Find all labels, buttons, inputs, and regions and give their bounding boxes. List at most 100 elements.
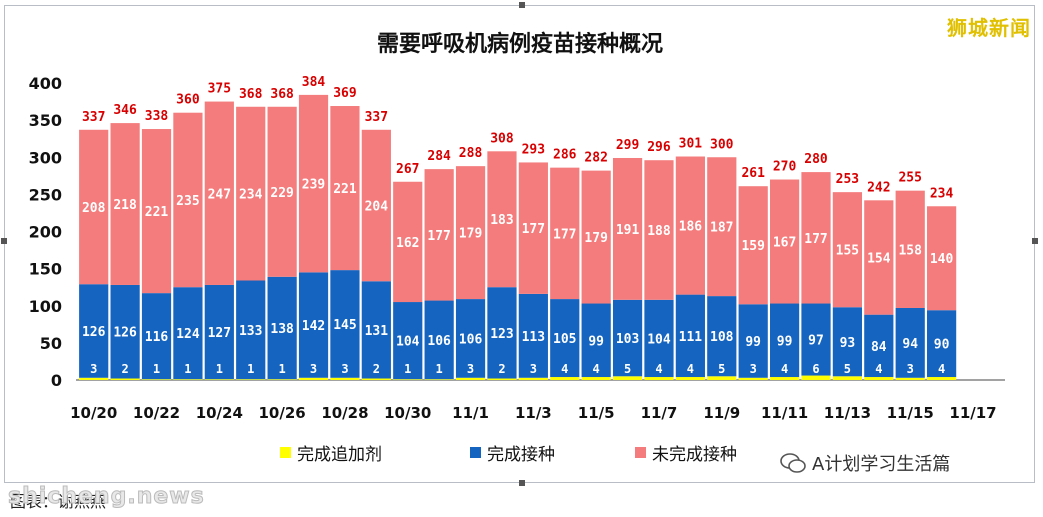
bar-segment: [801, 375, 831, 380]
bar-segment: [455, 377, 486, 380]
data-label-total: 384: [302, 75, 326, 90]
bar-segment: [550, 299, 580, 378]
bar-segment: [393, 302, 423, 380]
data-label-unvaccinated: 221: [145, 205, 169, 220]
bar-segment: [612, 376, 643, 380]
bar-segment: [707, 376, 737, 380]
bar-segment: [801, 303, 831, 376]
legend-swatch: [280, 447, 291, 458]
data-label-completed: 142: [302, 319, 325, 334]
data-label-unvaccinated: 158: [898, 243, 922, 258]
bar-stack: 3 113 177 293: [518, 142, 548, 380]
data-label-unvaccinated: 177: [522, 222, 545, 237]
x-tick-label: 11/7: [641, 404, 678, 422]
data-label-booster: 4: [655, 362, 662, 376]
bar-segment: [110, 284, 140, 379]
data-label-completed: 131: [365, 324, 389, 339]
data-label-booster: 4: [781, 362, 788, 376]
resize-handle-right[interactable]: [1032, 238, 1038, 244]
bar-segment: [487, 287, 517, 379]
bar-stack: 1 124 235 360: [173, 93, 203, 380]
data-label-unvaccinated: 162: [396, 236, 419, 251]
data-label-unvaccinated: 229: [270, 186, 293, 201]
bar-segment: [612, 299, 643, 377]
x-tick-label: 11/5: [578, 404, 615, 422]
site-watermark: shicheng.news: [8, 484, 205, 510]
bar-segment: [895, 377, 925, 380]
bar-segment: [581, 170, 611, 304]
data-label-booster: 4: [938, 362, 945, 376]
bar-segment: [298, 272, 329, 378]
bar-stack: 4 99 179 282: [581, 151, 611, 380]
data-label-total: 300: [710, 137, 734, 152]
bar-segment: [487, 151, 517, 288]
bar-segment: [267, 106, 297, 277]
bar-segment: [298, 94, 329, 273]
data-label-booster: 5: [624, 362, 631, 376]
bar-stack: 3 126 208 337: [79, 110, 109, 380]
bar-segment: [769, 377, 800, 380]
wechat-icon: [780, 453, 806, 473]
data-label-total: 253: [836, 172, 859, 187]
data-label-unvaccinated: 187: [710, 221, 733, 236]
bar-segment: [738, 377, 768, 380]
wechat-badge: A计划学习生活篇: [780, 450, 950, 476]
bar-segment: [864, 200, 894, 315]
data-label-unvaccinated: 140: [930, 252, 954, 267]
data-label-completed: 108: [710, 330, 734, 345]
data-label-total: 368: [270, 87, 294, 102]
data-label-unvaccinated: 204: [365, 200, 389, 215]
bar-segment: [110, 378, 140, 380]
data-label-completed: 99: [588, 334, 604, 349]
bar-stack: 1 116 221 338: [141, 109, 172, 380]
data-label-booster: 4: [593, 362, 600, 376]
bar-segment: [330, 106, 360, 271]
bar-segment: [801, 172, 831, 304]
data-label-booster: 4: [687, 362, 694, 376]
bar-segment: [675, 377, 705, 380]
bar-segment: [487, 378, 517, 380]
bar-segment: [236, 379, 266, 380]
data-label-completed: 106: [459, 332, 483, 347]
bar-segment: [79, 129, 109, 285]
bar-segment: [204, 101, 234, 285]
bar-segment: [141, 293, 172, 380]
chart-credit: 图表：谢燕燕: [10, 492, 107, 511]
bar-segment: [361, 129, 391, 282]
data-label-unvaccinated: 155: [836, 244, 859, 259]
data-label-booster: 1: [404, 362, 411, 376]
data-label-total: 255: [898, 171, 921, 186]
bar-segment: [675, 156, 705, 295]
bar-stack: 3 145 221 369: [330, 86, 360, 380]
x-tick-label: 10/30: [384, 404, 431, 422]
bar-segment: [204, 284, 234, 380]
legend-label: 未完成接种: [652, 445, 737, 465]
data-label-booster: 2: [121, 362, 128, 376]
bar-segment: [644, 160, 674, 300]
resize-handle-bottom[interactable]: [519, 480, 525, 486]
bar-stack: 5 93 155 253: [832, 172, 863, 380]
bar-segment: [832, 307, 863, 377]
bar-stack: 5 103 191 299: [612, 138, 643, 380]
bar-segment: [330, 377, 360, 380]
bar-segment: [738, 186, 768, 305]
bar-segment: [361, 378, 391, 380]
bar-stack: 1 106 177 284: [424, 149, 454, 380]
bar-stack: 4 90 140 234: [927, 186, 957, 380]
bar-stack: 4 99 167 270: [769, 160, 800, 380]
data-label-total: 261: [741, 166, 765, 181]
x-tick-label: 11/15: [887, 404, 934, 422]
data-label-unvaccinated: 177: [804, 232, 827, 247]
bar-segment: [895, 307, 925, 378]
data-label-booster: 3: [750, 362, 757, 376]
data-label-completed: 145: [333, 318, 356, 333]
bar-segment: [769, 303, 800, 378]
data-label-booster: 3: [530, 362, 537, 376]
bar-stack: 4 105 177 286: [550, 148, 580, 380]
resize-handle-top[interactable]: [519, 2, 525, 8]
bar-stack: 4 111 186 301: [675, 137, 705, 380]
resize-handle-left[interactable]: [1, 238, 7, 244]
bar-segment: [927, 377, 957, 380]
bar-stack: 2 126 218 346: [110, 103, 140, 380]
